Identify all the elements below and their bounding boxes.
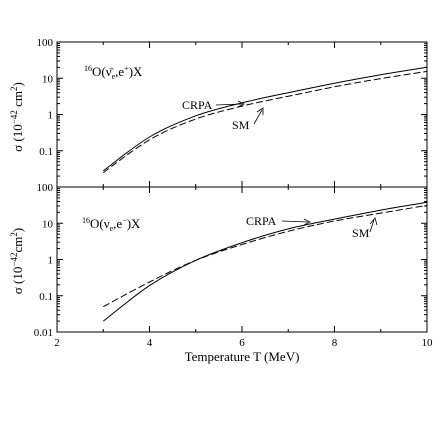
y-tick-label: 100 <box>37 182 54 194</box>
y-tick-label: 10 <box>42 73 54 85</box>
top-curves <box>103 66 428 174</box>
x-tick-label: 2 <box>54 337 60 349</box>
top-crpa-leader <box>215 100 245 108</box>
bottom-sm-curve <box>103 204 428 308</box>
bottom-process-label: 16O(νe,e−)X <box>82 216 141 233</box>
bottom-sm-label: SM <box>352 226 370 240</box>
top-crpa-curve <box>103 66 428 172</box>
bottom-crpa-label: CRPA <box>246 214 277 228</box>
x-tick-label: 8 <box>332 337 338 349</box>
top-crpa-label: CRPA <box>182 98 213 112</box>
bottom-sm-leader <box>369 217 378 233</box>
top-sm-curve <box>103 70 428 174</box>
top-sm-leader <box>253 107 264 125</box>
x-axis-title: Temperature T (MeV) <box>185 349 300 364</box>
y-tick-label: 10 <box>42 218 54 230</box>
y-tick-label: 0.01 <box>34 327 53 339</box>
bottom-ticks: 0.01 0.1 1 10 100 2 4 6 8 10 <box>34 182 433 349</box>
bottom-panel-frame <box>56 186 428 333</box>
x-tick-label: 10 <box>422 337 434 349</box>
top-sm-label: SM <box>232 118 250 132</box>
bottom-curves <box>102 201 428 322</box>
bottom-panel: 0.01 0.1 1 10 100 2 4 6 8 10 16O(νe,e−)X CRPA SM <box>34 182 433 349</box>
x-tick-label: 4 <box>147 337 153 349</box>
y-tick-label: 1 <box>48 255 54 267</box>
y-tick-label: 0.1 <box>39 291 53 303</box>
top-panel: 0.1 1 10 100 16O(ν̄e,e+)X CRPA SM <box>37 37 428 188</box>
bottom-y-axis-title: σ (10−42cm2) <box>9 228 25 294</box>
x-tick-label: 6 <box>239 337 245 349</box>
bottom-crpa-curve <box>102 201 428 322</box>
top-ticks: 0.1 1 10 100 <box>37 37 428 188</box>
top-process-label: 16O(ν̄e,e+)X <box>84 64 143 81</box>
top-y-axis-title: σ (10−42 cm2) <box>9 82 25 152</box>
y-tick-label: 100 <box>37 37 54 49</box>
bottom-crpa-leader <box>281 218 311 226</box>
y-tick-label: 1 <box>48 110 54 122</box>
y-tick-label: 0.1 <box>39 146 53 158</box>
